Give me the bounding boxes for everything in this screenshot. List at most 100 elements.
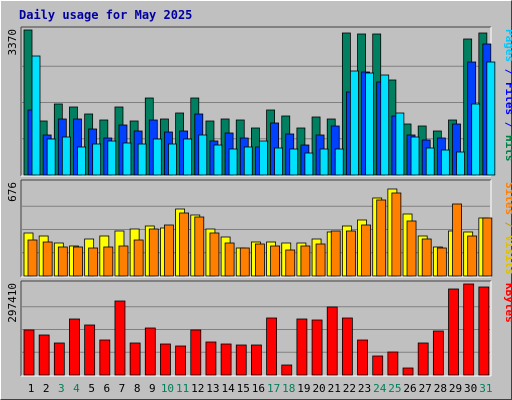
legend-entry: Visits: [503, 235, 512, 275]
panel-visits-sites: 676 Sites / Visits: [6, 179, 512, 278]
bar-sites-day-11: [179, 212, 190, 277]
bar-kbytes-day-27: [417, 342, 429, 376]
bar-pages-day-7: [122, 142, 132, 176]
bar-kbytes-day-22: [341, 317, 353, 376]
bar-kbytes-day-18: [281, 364, 293, 376]
bar-kbytes-day-25: [387, 351, 399, 376]
day-label-7: 7: [119, 382, 126, 395]
day-label-13: 13: [206, 382, 219, 395]
day-label-4: 4: [73, 382, 80, 395]
bar-kbytes-day-21: [326, 306, 338, 376]
bar-pages-day-29: [456, 151, 465, 176]
bar-kbytes-day-8: [129, 342, 141, 376]
legend-hits-files-pages: Pages / Files / Hits: [503, 29, 512, 162]
bar-kbytes-day-30: [463, 283, 475, 376]
y-max-label: 676: [6, 182, 19, 202]
bar-sites-day-17: [270, 245, 280, 277]
day-label-18: 18: [282, 382, 295, 395]
day-label-16: 16: [252, 382, 265, 395]
bar-pages-day-14: [228, 148, 238, 176]
bar-pages-day-31: [486, 61, 496, 176]
bar-sites-day-1: [27, 239, 38, 277]
bar-sites-day-14: [224, 242, 235, 277]
bar-pages-day-25: [395, 112, 405, 176]
bar-pages-day-6: [107, 140, 117, 176]
day-label-15: 15: [237, 382, 250, 395]
bar-pages-day-21: [334, 148, 344, 176]
y-max-label: 3370: [6, 29, 19, 56]
panel-hits-files-pages: 3370 Pages / Files / Hits: [6, 26, 512, 177]
bar-sites-day-13: [209, 232, 220, 277]
bar-kbytes-day-31: [478, 286, 490, 376]
bar-sites-day-22: [345, 230, 356, 277]
day-label-28: 28: [434, 382, 447, 395]
legend-entry: Hits: [503, 135, 512, 162]
legend-entry: Files: [503, 82, 512, 115]
day-label-1: 1: [28, 382, 35, 395]
legend-entry: Pages: [503, 29, 512, 62]
bar-sites-day-3: [57, 246, 68, 277]
bar-kbytes-day-1: [23, 329, 35, 376]
bar-kbytes-day-10: [160, 343, 171, 376]
bar-kbytes-day-16: [251, 344, 262, 376]
day-label-19: 19: [297, 382, 310, 395]
day-label-30: 30: [464, 382, 477, 395]
day-label-22: 22: [343, 382, 356, 395]
bar-pages-day-11: [183, 138, 193, 176]
bar-pages-day-23: [365, 72, 374, 176]
bar-pages-day-27: [425, 147, 435, 176]
day-label-8: 8: [134, 382, 141, 395]
bar-kbytes-day-12: [190, 329, 202, 376]
day-label-26: 26: [403, 382, 416, 395]
day-label-27: 27: [419, 382, 432, 395]
legend-kbytes: KBytes: [503, 283, 512, 323]
day-label-23: 23: [358, 382, 371, 395]
bar-sites-day-2: [42, 241, 53, 277]
bar-sites-day-25: [391, 192, 402, 277]
bar-pages-day-28: [440, 149, 450, 176]
bar-sites-day-9: [148, 228, 159, 277]
legend-entry: /: [503, 215, 512, 235]
bar-pages-day-1: [31, 55, 41, 176]
bar-kbytes-day-2: [38, 334, 50, 376]
bar-sites-day-23: [361, 224, 371, 277]
bar-kbytes-day-28: [432, 330, 444, 376]
bar-sites-day-26: [406, 220, 417, 277]
bar-pages-day-18: [289, 148, 299, 176]
bar-sites-day-31: [482, 217, 493, 277]
bar-sites-day-21: [330, 230, 341, 277]
bar-pages-day-26: [410, 136, 420, 176]
bar-sites-day-27: [421, 238, 432, 277]
bar-sites-day-6: [103, 246, 114, 277]
bar-sites-day-7: [118, 245, 129, 277]
bar-kbytes-day-5: [84, 324, 96, 376]
bar-kbytes-day-9: [144, 327, 156, 376]
bar-sites-day-24: [376, 199, 387, 277]
day-label-9: 9: [149, 382, 156, 395]
bar-pages-day-24: [380, 74, 390, 176]
bar-kbytes-day-26: [402, 367, 414, 376]
legend-entry: KBytes: [503, 283, 512, 323]
bar-sites-day-18: [285, 249, 296, 277]
day-label-12: 12: [191, 382, 204, 395]
bar-sites-day-8: [133, 239, 144, 277]
bar-pages-day-3: [61, 136, 71, 176]
day-label-31: 31: [479, 382, 492, 395]
bar-pages-day-30: [471, 103, 481, 176]
legend-entry: Sites: [503, 182, 512, 215]
bar-sites-day-19: [300, 245, 311, 277]
day-axis-labels: 1 2 3 4 5 6 7 8 9 10 11 12 13 14 15 16 17 18 19 20 21 22 23 24 2…: [28, 382, 493, 395]
day-label-6: 6: [103, 382, 110, 395]
y-max-label: 297410: [6, 283, 19, 323]
bar-pages-day-8: [137, 143, 147, 176]
bar-kbytes-day-4: [69, 318, 80, 376]
bar-pages-day-9: [152, 138, 162, 176]
bar-pages-day-12: [198, 134, 208, 176]
bar-kbytes-day-15: [235, 344, 247, 376]
day-label-29: 29: [449, 382, 462, 395]
bar-kbytes-day-13: [205, 341, 217, 376]
day-label-11: 11: [176, 382, 189, 395]
panel-kbytes: 297410 KBytes: [6, 280, 512, 377]
chart-title: Daily usage for May 2025: [19, 8, 192, 22]
